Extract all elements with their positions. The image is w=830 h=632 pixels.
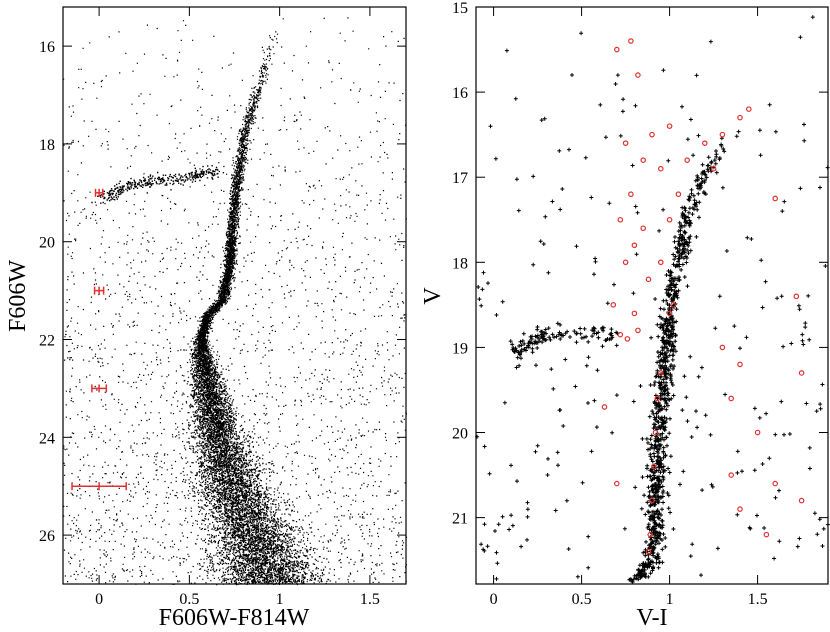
red-circle-point [684,157,691,163]
red-circle-point [631,242,638,249]
red-circle-point [745,106,752,112]
red-circle-point [798,497,805,504]
left-error-bars [71,188,127,491]
left-ticks: 0 0.5 1 1.5 16 18 20 22 24 26 [39,7,406,608]
y-tick-label: 17 [452,170,468,187]
red-circle-point [649,497,655,504]
x-tick-label: 1.5 [360,591,380,608]
left-x-axis-label: F606W-F814W [159,605,310,631]
right-star-points [475,15,830,585]
left-plot-frame [62,6,407,585]
red-circle-point [737,361,743,368]
red-circle-point [666,310,673,317]
red-circle-point [645,548,652,555]
red-circle-point [666,123,673,129]
left-star-points [62,17,408,586]
y-tick-label: 16 [39,39,55,56]
red-circle-point [635,327,641,334]
red-circle-point [610,302,617,308]
red-circle-point [772,195,779,202]
red-circle-point [647,531,654,538]
red-circle-point [719,131,726,138]
y-tick-label: 15 [452,0,468,17]
red-circle-point [657,370,664,376]
error-bar [71,482,127,491]
red-circle-point [613,480,620,487]
red-circle-point [728,395,735,402]
y-tick-label: 22 [39,333,55,350]
red-circle-point [719,344,726,351]
red-circle-point [701,140,708,146]
left-y-axis-label: F606W [5,260,31,332]
red-circle-point [670,302,676,308]
right-cmd-panel: 0 0.5 1 1.5 15 16 17 18 19 20 21 V-I V [420,0,830,631]
red-circle-point [640,157,647,163]
red-circle-point [754,429,761,436]
x-tick-label: 0 [490,591,498,608]
x-tick-label: 1 [666,591,674,608]
red-circle-point [631,310,638,317]
error-bar [91,384,108,393]
red-circle-point [635,72,641,78]
left-cmd-panel: 0 0.5 1 1.5 16 18 20 22 24 26 F606W-F814W F606W [5,6,408,631]
red-circle-point [628,38,634,44]
red-circle-point [737,114,743,121]
x-tick-label: 1 [276,591,284,608]
star-points-path [475,15,830,585]
x-tick-label: 0.5 [179,591,199,608]
x-tick-label: 0.5 [572,591,592,608]
right-y-axis-label: V [420,287,446,305]
red-circle-point [645,276,652,283]
x-tick-label: 0 [95,591,103,608]
y-tick-label: 18 [452,255,468,272]
y-tick-label: 16 [452,85,468,102]
red-circle-point [798,370,805,376]
red-circle-point [617,216,624,223]
star-points-path [62,17,408,586]
red-circle-point [654,395,661,402]
red-circle-point [737,506,743,512]
x-tick-label: 1.5 [748,591,768,608]
red-circle-point [601,404,608,410]
red-circle-point [640,225,647,232]
red-circle-point [652,429,659,436]
y-tick-label: 24 [39,430,55,447]
right-ticks: 0 0.5 1 1.5 15 16 17 18 19 20 21 [452,0,828,608]
red-circle-point [793,293,800,300]
error-bar [94,188,104,197]
red-circle-point [666,216,673,223]
y-tick-label: 20 [39,235,55,252]
red-circle-point [763,531,770,538]
red-circle-point [622,140,629,146]
red-circle-point [728,472,735,478]
red-circle-point [649,131,655,138]
red-circle-point [675,191,682,198]
red-circle-point [628,191,634,198]
error-bar [93,286,105,295]
red-circle-point [624,336,631,342]
y-tick-label: 18 [39,137,55,154]
y-tick-label: 20 [452,426,468,443]
y-tick-label: 19 [452,340,468,357]
red-circle-point [622,259,629,266]
y-tick-label: 26 [39,528,55,545]
right-plot-frame [475,6,829,585]
right-x-axis-label: V-I [636,605,667,631]
red-circle-point [772,480,779,487]
red-circle-point [657,259,664,266]
red-circle-point [710,165,717,172]
red-circle-point [650,463,657,470]
red-circle-point [617,331,624,338]
right-red-circles [601,38,805,555]
red-circle-point [657,165,664,172]
y-tick-label: 21 [452,511,468,528]
red-circle-point [613,46,620,53]
